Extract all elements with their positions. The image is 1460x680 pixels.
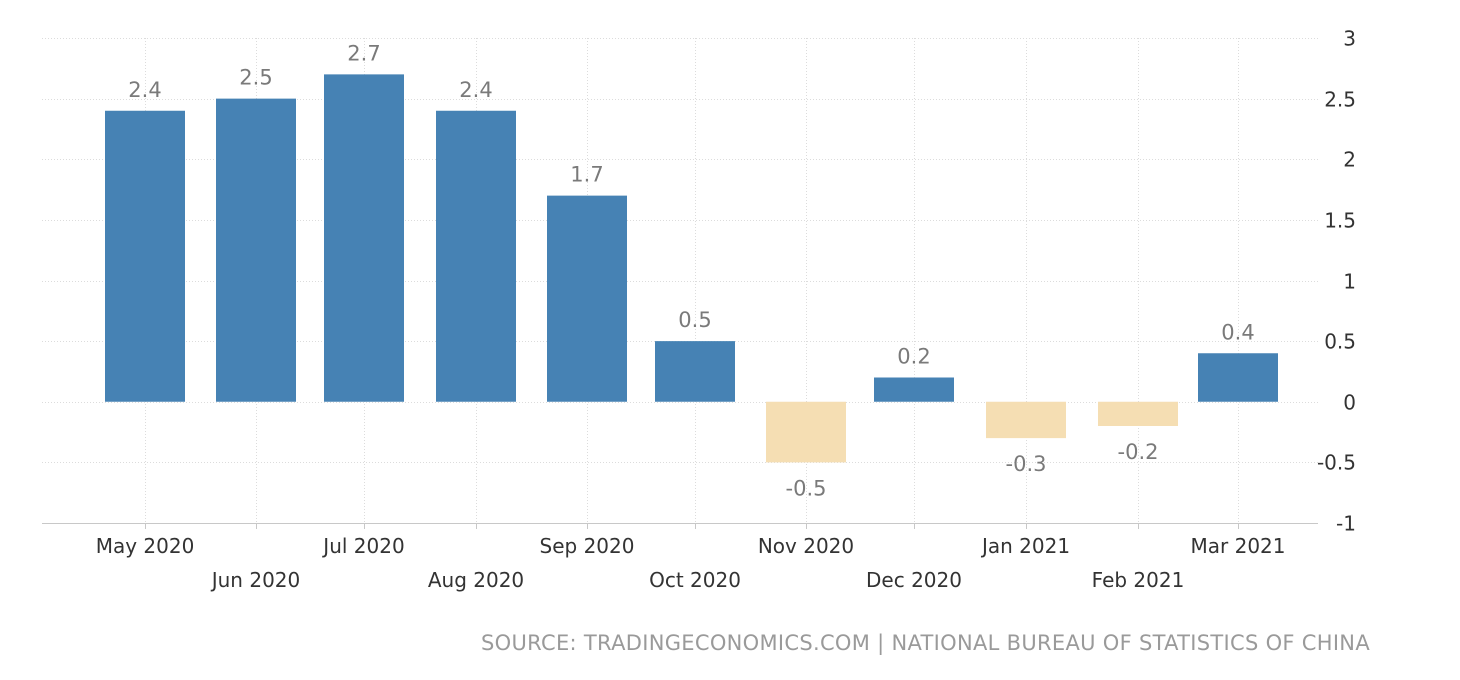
x-tick-label: Jun 2020 [210, 568, 301, 592]
bar-value-label: 0.4 [1221, 320, 1254, 344]
x-tick-label: Jan 2021 [980, 534, 1070, 558]
x-tick-label: Oct 2020 [649, 568, 741, 592]
source-text: SOURCE: TRADINGECONOMICS.COM | NATIONAL … [481, 631, 1370, 656]
bar [874, 377, 954, 402]
bar-value-label: 2.7 [347, 41, 380, 65]
y-axis: 3 2.5 2 1.5 1 0.5 0 -0.5 -1 [1317, 27, 1356, 536]
x-tick-label: Sep 2020 [540, 534, 635, 558]
y-tick-label: 0.5 [1324, 330, 1356, 354]
bar [655, 341, 735, 402]
bar [547, 195, 627, 402]
x-axis: May 2020 Jun 2020 Jul 2020 Aug 2020 Sep 2020… [42, 523, 1318, 592]
bar-value-label: 1.7 [570, 163, 603, 187]
bar-value-label: 2.4 [128, 78, 161, 102]
bar-value-label: 2.5 [239, 66, 272, 90]
bar-value-label: 2.4 [459, 78, 492, 102]
x-tick-label: Mar 2021 [1191, 534, 1286, 558]
x-tick-label: Feb 2021 [1092, 568, 1185, 592]
bar [766, 401, 846, 463]
bar-value-label: -0.3 [1006, 452, 1047, 476]
y-tick-label: 3 [1343, 27, 1356, 51]
y-tick-label: 1 [1343, 270, 1356, 294]
x-tick-label: Aug 2020 [428, 568, 524, 592]
bar [1098, 401, 1178, 426]
y-tick-label: -1 [1336, 512, 1356, 536]
bar-value-label: 0.5 [678, 308, 711, 332]
x-tick-label: Nov 2020 [758, 534, 854, 558]
x-tick-label: May 2020 [96, 534, 195, 558]
bar [986, 401, 1066, 439]
bar [1198, 353, 1278, 402]
y-tick-label: 1.5 [1324, 209, 1356, 233]
bar [324, 74, 404, 402]
y-tick-label: 0 [1343, 391, 1356, 415]
y-tick-label: 2 [1343, 148, 1356, 172]
data-labels: 2.4 2.5 2.7 2.4 1.7 0.5 -0.5 0.2 -0.3 -0.2 0.4 [128, 41, 1254, 500]
y-tick-label: 2.5 [1324, 88, 1356, 112]
y-tick-label: -0.5 [1317, 451, 1356, 475]
bar [436, 110, 516, 402]
bar-value-label: 0.2 [897, 345, 930, 369]
x-tick-label: Dec 2020 [866, 568, 962, 592]
bars [105, 74, 1278, 463]
bar-value-label: -0.2 [1118, 440, 1159, 464]
bar [105, 110, 185, 402]
x-tick-label: Jul 2020 [321, 534, 404, 558]
bar [216, 98, 296, 402]
bar-value-label: -0.5 [786, 476, 827, 500]
